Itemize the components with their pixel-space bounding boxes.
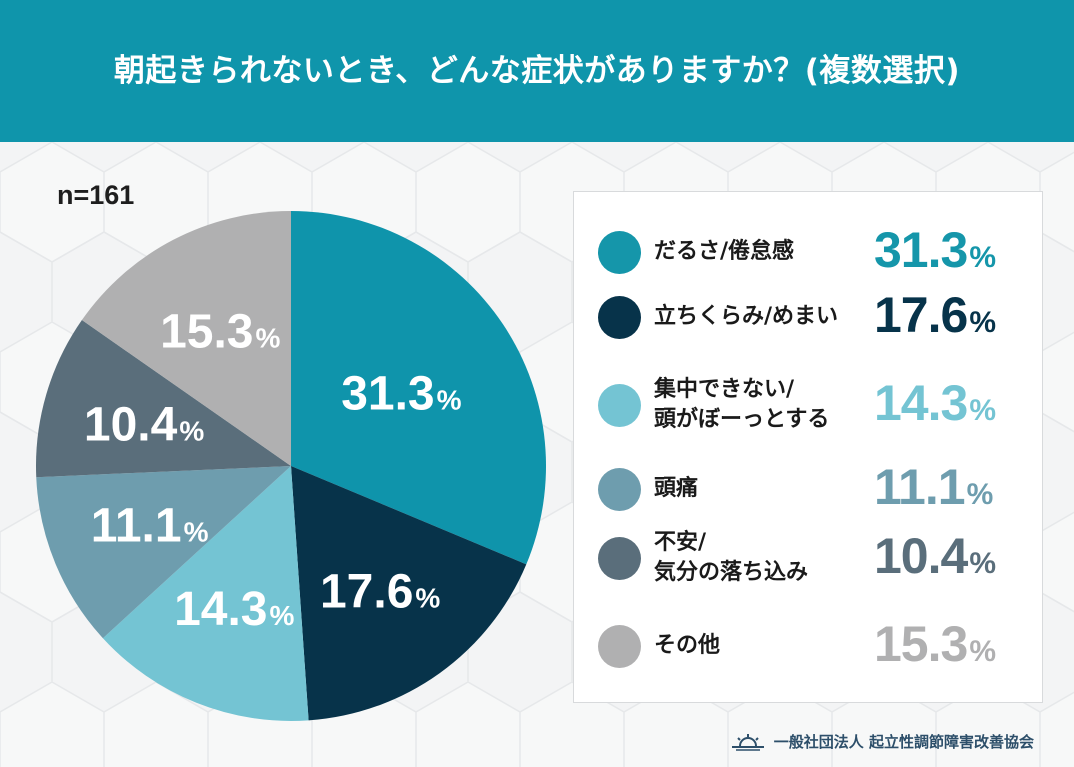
legend-value-number: 31.3 — [874, 222, 968, 278]
legend-label-line: 頭痛 — [654, 476, 699, 501]
legend-value-number: 17.6 — [874, 287, 968, 343]
legend-item: 立ちくらみ/めまい 17.6% — [574, 282, 1042, 352]
sunrise-icon — [731, 733, 764, 751]
legend-label: 立ちくらみ/めまい — [654, 302, 838, 332]
pie-slice — [102, 466, 309, 721]
legend-value: 17.6% — [874, 286, 996, 344]
pie-slice — [81, 211, 292, 466]
legend-color-dot — [598, 625, 641, 668]
pie-data-label: 11.1% — [91, 500, 209, 553]
pie-data-label: 17.6% — [320, 565, 440, 618]
legend-label-line: 気分の落ち込み — [654, 560, 809, 585]
legend-label-line: 立ちくらみ/めまい — [654, 304, 839, 329]
legend-label-line: 集中できない/ — [654, 377, 795, 402]
legend-label: その他 — [654, 631, 720, 661]
legend-item: 頭痛 11.1% — [574, 454, 1042, 524]
legend-color-dot — [598, 384, 641, 427]
legend-value-number: 15.3 — [874, 616, 968, 672]
legend-color-dot — [598, 231, 641, 274]
legend-item: だるさ/倦怠感 31.3% — [574, 217, 1042, 287]
pie-data-label: 31.3% — [341, 368, 461, 421]
legend-label: 頭痛 — [654, 474, 698, 504]
legend-value-percent: % — [969, 394, 997, 427]
legend-value-percent: % — [969, 547, 997, 580]
legend-label-line: だるさ/倦怠感 — [654, 239, 795, 264]
legend-item: 不安/気分の落ち込み 10.4% — [574, 523, 1042, 593]
page-title: 朝起きられないとき、どんな症状がありますか？(複数選択) — [113, 52, 961, 89]
pie-slice — [291, 466, 527, 721]
header-bar: 朝起きられないとき、どんな症状がありますか？(複数選択) — [0, 0, 1074, 142]
legend-color-dot — [598, 468, 641, 511]
legend-value-percent: % — [969, 635, 997, 668]
pie-data-label: 14.3% — [174, 583, 294, 636]
legend-value: 10.4% — [874, 527, 996, 585]
legend-panel: だるさ/倦怠感 31.3% 立ちくらみ/めまい 17.6% 集中できない/頭がぼーっとす… — [573, 191, 1043, 703]
pie-data-label: 10.4% — [84, 398, 204, 451]
pie-slice — [291, 211, 546, 565]
legend-value: 31.3% — [874, 221, 996, 279]
legend-color-dot — [598, 537, 641, 580]
legend-label: 不安/気分の落ち込み — [654, 528, 808, 588]
legend-color-dot — [598, 296, 641, 339]
legend-label-line: 頭がぼーっとする — [654, 407, 830, 432]
legend-value: 15.3% — [874, 615, 996, 673]
legend-value-percent: % — [969, 241, 997, 274]
legend-value-number: 10.4 — [874, 528, 968, 584]
pie-data-label: 15.3% — [160, 305, 280, 358]
sample-size: n=161 — [57, 180, 135, 210]
legend-value-number: 14.3 — [874, 375, 968, 431]
legend-item: 集中できない/頭がぼーっとする 14.3% — [574, 370, 1042, 440]
legend-value: 14.3% — [874, 374, 996, 432]
pie-slice — [36, 320, 291, 478]
legend-value: 11.1% — [874, 458, 993, 516]
pie-slice — [36, 466, 292, 639]
organization-name: 一般社団法人 起立性調節障害改善協会 — [773, 733, 1034, 751]
footer: 一般社団法人 起立性調節障害改善協会 — [730, 731, 1034, 752]
legend-label-line: その他 — [654, 633, 721, 658]
legend-value-number: 11.1 — [874, 459, 966, 515]
legend-value-percent: % — [966, 478, 994, 511]
legend-value-percent: % — [969, 306, 997, 339]
legend-label: だるさ/倦怠感 — [654, 237, 794, 267]
legend-label: 集中できない/頭がぼーっとする — [654, 375, 829, 435]
legend-label-line: 不安/ — [654, 530, 707, 555]
legend-item: その他 15.3% — [574, 611, 1042, 681]
